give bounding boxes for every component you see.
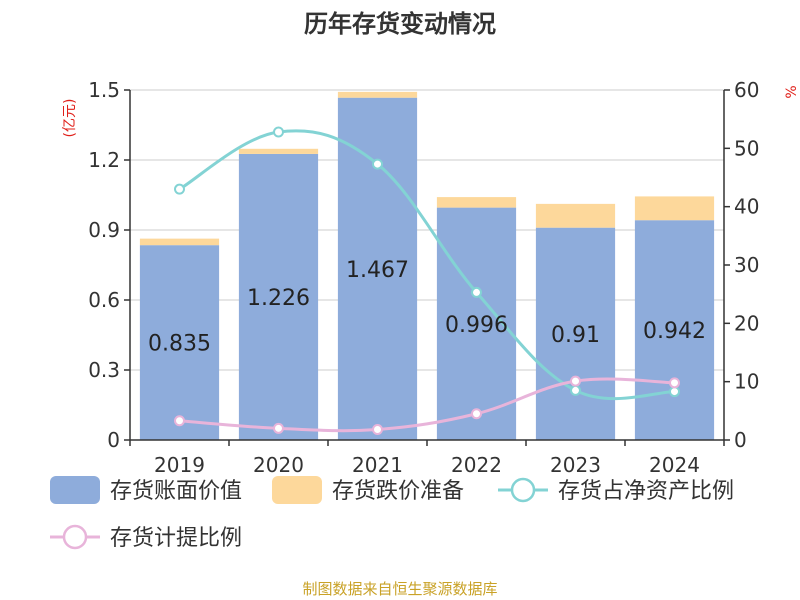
left-axis-tick-label: 0.9 xyxy=(88,218,120,242)
bar-0-2021 xyxy=(337,97,418,440)
x-axis-tick-label: 2024 xyxy=(649,453,700,477)
x-axis-tick-label: 2020 xyxy=(253,453,304,477)
legend-label: 存货账面价值 xyxy=(110,479,242,504)
line-point-2-2019 xyxy=(174,183,185,195)
x-axis-tick-label: 2021 xyxy=(352,453,403,477)
x-axis-tick-label: 2023 xyxy=(550,453,601,477)
line-series-2 xyxy=(178,129,675,401)
bar-0-2024 xyxy=(634,220,715,440)
line-point-2-2023 xyxy=(570,384,581,396)
line-series-3 xyxy=(179,377,675,433)
line-point-3-2024 xyxy=(669,377,680,389)
bar-value-labels: 0.835 1.226 1.467 0.996 0.91 0.942 xyxy=(148,258,706,357)
legend-marker-2 xyxy=(510,477,536,503)
left-axis-tick-label: 0 xyxy=(107,428,120,452)
left-axis-unit: (亿元) xyxy=(62,99,78,138)
bar-value-label: 0.942 xyxy=(643,319,706,344)
right-axis-tick-label: 30 xyxy=(734,253,759,277)
right-axis-tick-label: 50 xyxy=(734,136,759,160)
data-source-note: 制图数据来自恒生聚源数据库 xyxy=(302,580,497,598)
line-point-2-2021 xyxy=(372,158,383,170)
bar-0-2023 xyxy=(535,227,616,440)
legend-label: 存货跌价准备 xyxy=(332,479,464,504)
line-point-3-2022 xyxy=(471,408,482,420)
left-axis-tick-label: 0.6 xyxy=(88,288,120,312)
bar-1-2022 xyxy=(436,197,517,208)
line-point-2-2022 xyxy=(471,286,482,298)
bars xyxy=(139,91,715,440)
left-axis-tick-label: 0.3 xyxy=(88,358,120,382)
bar-value-label: 1.226 xyxy=(247,286,310,311)
bar-0-2020 xyxy=(238,153,319,440)
chart-title: 历年存货变动情况 xyxy=(304,10,496,38)
line-point-3-2023 xyxy=(570,375,581,387)
left-axis-tick-label: 1.5 xyxy=(88,78,120,102)
legend-label: 存货计提比例 xyxy=(110,526,242,551)
right-axis-tick-label: 20 xyxy=(734,311,759,335)
right-axis-tick-label: 60 xyxy=(734,78,759,102)
bar-1-2019 xyxy=(139,238,220,246)
legend-marker-3 xyxy=(62,524,88,550)
axes: 0 0.3 0.6 0.9 1.2 1.5 0 10 20 30 40 50 60 2019 2020 202… xyxy=(88,78,759,477)
legend-swatch-1 xyxy=(272,476,322,504)
legend-swatch-0 xyxy=(50,476,100,504)
line-point-3-2021 xyxy=(372,424,383,435)
bar-1-2020 xyxy=(238,148,319,154)
bar-1-2024 xyxy=(634,196,715,221)
bar-1-2023 xyxy=(535,203,616,228)
right-axis-tick-label: 40 xyxy=(734,195,759,219)
line-point-2-2020 xyxy=(273,126,284,138)
bar-value-label: 0.835 xyxy=(148,332,211,357)
x-axis-tick-label: 2022 xyxy=(451,453,502,477)
bar-1-2021 xyxy=(337,91,418,98)
right-axis-tick-label: 10 xyxy=(734,370,759,394)
left-axis-tick-label: 1.2 xyxy=(88,148,120,172)
legend-label: 存货占净资产比例 xyxy=(558,479,734,504)
bar-value-label: 0.91 xyxy=(551,323,600,348)
line-point-3-2019 xyxy=(174,415,185,427)
right-axis-unit: % xyxy=(784,85,800,98)
bar-value-label: 1.467 xyxy=(346,258,409,283)
bar-0-2019 xyxy=(139,245,220,440)
bar-value-label: 0.996 xyxy=(445,313,508,338)
lines xyxy=(174,126,680,435)
line-point-2-2024 xyxy=(669,386,680,398)
right-axis-tick-label: 0 xyxy=(734,428,747,452)
x-axis-tick-label: 2019 xyxy=(154,453,205,477)
line-point-3-2020 xyxy=(273,422,284,434)
